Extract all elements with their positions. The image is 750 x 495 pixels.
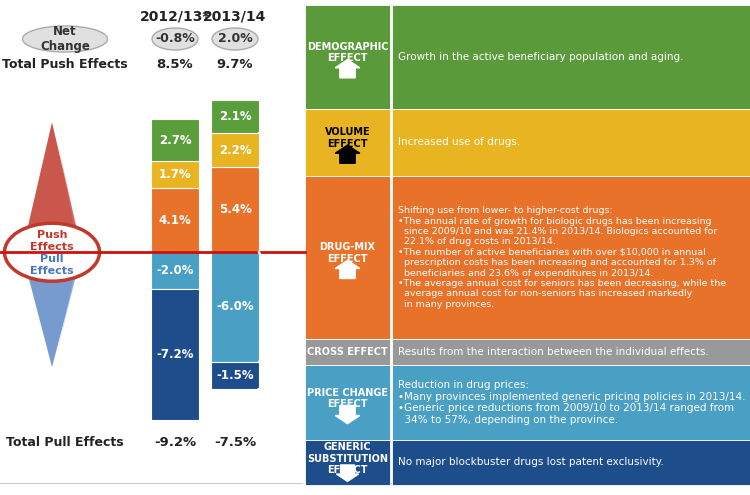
Text: Increased use of drugs.: Increased use of drugs. xyxy=(398,137,520,148)
Ellipse shape xyxy=(152,28,198,50)
Bar xyxy=(151,119,199,161)
Text: -9.2%: -9.2% xyxy=(154,436,196,448)
Text: Shifting use from lower- to higher-cost drugs:
•The annual rate of growth for bi: Shifting use from lower- to higher-cost … xyxy=(398,206,726,309)
Polygon shape xyxy=(58,252,82,349)
Polygon shape xyxy=(337,465,358,482)
Bar xyxy=(305,440,390,485)
Bar xyxy=(211,362,259,389)
Bar xyxy=(305,176,390,339)
Bar xyxy=(305,5,390,109)
Text: Results from the interaction between the individual effects.: Results from the interaction between the… xyxy=(398,347,709,357)
Text: Push
Effects: Push Effects xyxy=(30,230,74,252)
Text: 2.0%: 2.0% xyxy=(217,33,252,46)
Text: -0.8%: -0.8% xyxy=(155,33,195,46)
Text: 4.1%: 4.1% xyxy=(159,213,191,227)
Text: DEMOGRAPHIC
EFFECT: DEMOGRAPHIC EFFECT xyxy=(307,42,388,63)
Text: 8.5%: 8.5% xyxy=(157,58,194,71)
Polygon shape xyxy=(335,405,360,424)
Text: Total Push Effects: Total Push Effects xyxy=(2,58,128,71)
Text: 2.7%: 2.7% xyxy=(159,134,191,147)
Text: -6.0%: -6.0% xyxy=(216,300,254,313)
Text: Reduction in drug prices:
•Many provinces implemented generic pricing policies i: Reduction in drug prices: •Many province… xyxy=(398,380,746,425)
Polygon shape xyxy=(335,260,360,279)
Text: CROSS EFFECT: CROSS EFFECT xyxy=(308,347,388,357)
Bar xyxy=(211,252,259,362)
Text: 2.2%: 2.2% xyxy=(219,144,251,157)
Bar xyxy=(305,365,390,440)
Text: 5.4%: 5.4% xyxy=(218,203,251,216)
Polygon shape xyxy=(22,122,82,252)
Text: 2013/14: 2013/14 xyxy=(203,10,267,24)
Text: 9.7%: 9.7% xyxy=(217,58,254,71)
Text: 1.7%: 1.7% xyxy=(159,168,191,181)
Text: PRICE CHANGE
EFFECT: PRICE CHANGE EFFECT xyxy=(307,388,388,409)
Text: Net
Change: Net Change xyxy=(40,25,90,53)
Bar xyxy=(151,252,199,289)
Bar xyxy=(392,5,750,109)
Bar xyxy=(151,289,199,420)
Text: -7.2%: -7.2% xyxy=(156,348,194,361)
Text: GENERIC
SUBSTITUTION
EFFECT: GENERIC SUBSTITUTION EFFECT xyxy=(307,442,388,475)
Bar xyxy=(392,440,750,485)
Polygon shape xyxy=(335,59,360,78)
Bar xyxy=(392,339,750,365)
Text: 2.1%: 2.1% xyxy=(219,110,251,123)
Text: -7.5%: -7.5% xyxy=(214,436,256,448)
Ellipse shape xyxy=(4,223,100,281)
Text: -2.0%: -2.0% xyxy=(156,264,194,277)
Text: Total Pull Effects: Total Pull Effects xyxy=(6,436,124,448)
Text: No major blockbuster drugs lost patent exclusivity.: No major blockbuster drugs lost patent e… xyxy=(398,457,664,467)
Bar xyxy=(211,133,259,167)
Ellipse shape xyxy=(212,28,258,50)
Bar xyxy=(211,167,259,252)
Bar xyxy=(151,161,199,188)
Text: -1.5%: -1.5% xyxy=(216,369,254,382)
Text: DRUG-MIX
EFFECT: DRUG-MIX EFFECT xyxy=(320,243,376,264)
Bar xyxy=(151,188,199,252)
Text: 2012/13*: 2012/13* xyxy=(140,10,210,24)
Polygon shape xyxy=(22,252,82,367)
Ellipse shape xyxy=(22,26,107,52)
Bar xyxy=(392,365,750,440)
Polygon shape xyxy=(58,144,82,252)
Text: VOLUME
EFFECT: VOLUME EFFECT xyxy=(325,127,370,149)
Bar xyxy=(392,176,750,339)
Bar xyxy=(392,109,750,176)
Polygon shape xyxy=(335,145,360,163)
Bar xyxy=(211,100,259,133)
Text: Pull
Effects: Pull Effects xyxy=(30,254,74,276)
Text: Growth in the active beneficiary population and aging.: Growth in the active beneficiary populat… xyxy=(398,52,683,62)
Bar xyxy=(305,109,390,176)
Bar xyxy=(305,339,390,365)
